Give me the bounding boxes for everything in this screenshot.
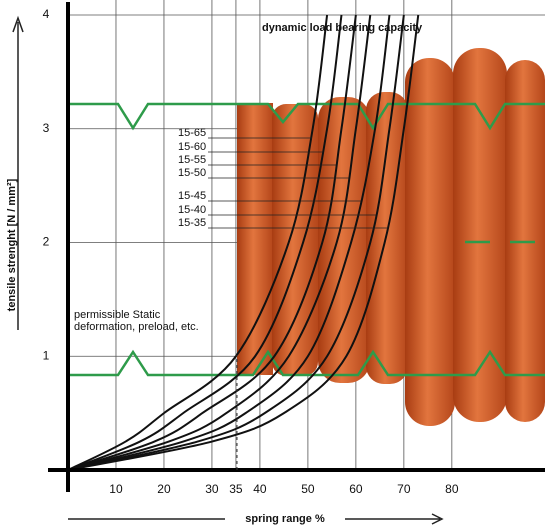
- cylinder: [366, 92, 408, 384]
- y-tick-label: 1: [43, 348, 50, 362]
- y-tick-label: 2: [43, 235, 50, 249]
- annotation: deformation, preload, etc.: [74, 321, 199, 333]
- curve-label: 15-45: [178, 190, 206, 202]
- curve: [67, 14, 391, 471]
- x-tick-label: 20: [157, 482, 171, 496]
- curve: [67, 14, 372, 471]
- curve: [67, 14, 420, 471]
- x-tick-label: 35: [229, 482, 243, 496]
- x-tick-label: 70: [397, 482, 411, 496]
- cylinder: [405, 58, 455, 426]
- curve-label: 15-55: [178, 154, 206, 166]
- x-axis-label: spring range %: [245, 513, 325, 525]
- cylinder: [453, 48, 507, 422]
- x-tick-label: 40: [253, 482, 267, 496]
- y-tick-label: 4: [43, 7, 50, 21]
- y-tick-label: 3: [43, 121, 50, 135]
- annotation: permissible Static: [74, 309, 161, 321]
- chart-title: dynamic load bearing capacity: [262, 22, 423, 34]
- x-tick-label: 30: [205, 482, 219, 496]
- x-tick-label: 10: [109, 482, 123, 496]
- curve-label: 15-60: [178, 141, 206, 153]
- curve-label: 15-50: [178, 167, 206, 179]
- cylinder: [272, 104, 318, 376]
- y-axis-label: tensile strenght [N / mm²]: [6, 178, 18, 311]
- x-arrow: [68, 513, 444, 525]
- cylinder: [237, 103, 273, 375]
- curve: [67, 14, 343, 471]
- curve: [67, 14, 357, 471]
- y-arrow: [12, 15, 24, 330]
- curve-label: 15-35: [178, 217, 206, 229]
- curve-label: 15-65: [178, 127, 206, 139]
- x-tick-label: 60: [349, 482, 363, 496]
- curve-label: 15-40: [178, 204, 206, 216]
- x-tick-label: 80: [445, 482, 459, 496]
- cylinder: [318, 97, 370, 383]
- curve: [67, 14, 405, 471]
- curve: [67, 14, 329, 471]
- x-tick-label: 50: [301, 482, 315, 496]
